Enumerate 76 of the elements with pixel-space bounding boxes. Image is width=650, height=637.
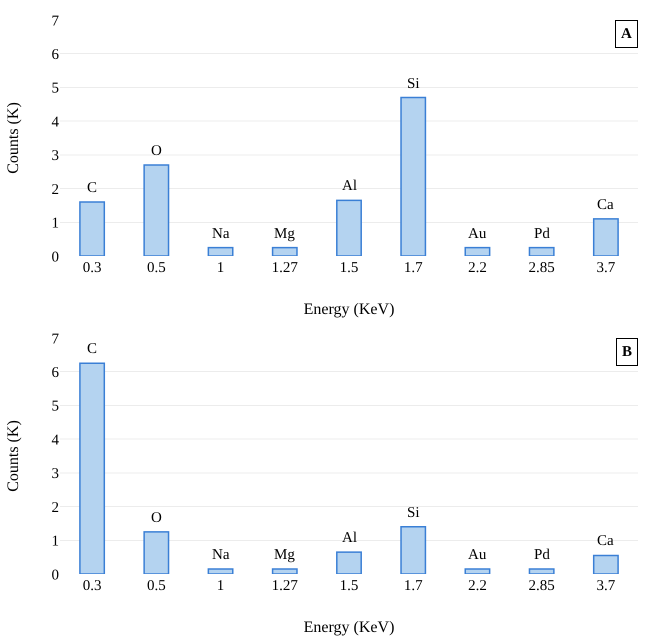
annotation: Al bbox=[342, 530, 357, 546]
x-tick-label: 1.5 bbox=[340, 578, 358, 594]
bar bbox=[464, 246, 490, 256]
bar bbox=[400, 96, 426, 256]
y-axis-title: Counts (K) bbox=[5, 420, 22, 492]
y-tick-label: 2 bbox=[52, 500, 59, 516]
annotation: Na bbox=[212, 226, 230, 242]
bar bbox=[336, 200, 362, 256]
y-tick-label: 3 bbox=[52, 148, 59, 164]
x-tick-label: 2.85 bbox=[528, 260, 555, 276]
bar bbox=[143, 164, 170, 256]
y-tick-label: 0 bbox=[52, 567, 59, 584]
x-tick-label: 0.5 bbox=[146, 578, 166, 594]
x-tick-label: 1.7 bbox=[404, 578, 424, 594]
annotation: Mg bbox=[274, 226, 296, 242]
annotation: C bbox=[87, 341, 98, 357]
x-tick-label: 1.27 bbox=[272, 260, 298, 276]
x-tick-label: 1 bbox=[216, 260, 224, 276]
y-tick-label: 0 bbox=[52, 249, 59, 266]
y-tick-label: 7 bbox=[52, 13, 60, 30]
bar bbox=[528, 568, 555, 574]
x-tick-label: 1 bbox=[216, 578, 224, 594]
bar bbox=[208, 246, 234, 256]
annotation: Pd bbox=[534, 547, 550, 563]
annotation: O bbox=[151, 143, 162, 159]
x-tick-label: 0.3 bbox=[82, 260, 102, 276]
bar bbox=[400, 526, 426, 574]
y-tick-label: 4 bbox=[52, 114, 60, 130]
x-tick-label: 2.2 bbox=[468, 578, 487, 594]
bar bbox=[272, 246, 298, 256]
annotation: Si bbox=[407, 76, 420, 92]
y-tick-label: 6 bbox=[52, 364, 60, 381]
y-tick-label: 4 bbox=[52, 432, 60, 448]
chart-title: B bbox=[622, 344, 632, 360]
bar bbox=[592, 554, 619, 574]
y-tick-label: 2 bbox=[52, 182, 59, 198]
x-tick-label: 1.27 bbox=[272, 578, 298, 594]
bar bbox=[143, 531, 170, 574]
y-tick-label: 7 bbox=[52, 331, 60, 348]
annotation: Ca bbox=[597, 197, 614, 213]
annotation: C bbox=[87, 180, 98, 196]
y-tick-label: 5 bbox=[52, 398, 59, 415]
x-axis-title: Energy (KeV) bbox=[304, 301, 394, 318]
bar bbox=[79, 362, 106, 574]
bar bbox=[336, 551, 362, 574]
bar bbox=[464, 568, 490, 574]
bar bbox=[592, 218, 619, 256]
y-tick-label: 6 bbox=[52, 46, 60, 63]
x-tick-label: 3.7 bbox=[596, 260, 616, 276]
bar bbox=[272, 568, 298, 574]
y-tick-label: 1 bbox=[52, 534, 59, 550]
annotation: Ca bbox=[597, 533, 614, 549]
x-tick-label: 2.2 bbox=[468, 260, 487, 276]
y-tick-label: 3 bbox=[52, 466, 59, 482]
y-tick-label: 5 bbox=[52, 80, 59, 97]
y-tick-label: 1 bbox=[52, 216, 59, 232]
bar bbox=[79, 201, 106, 256]
x-axis-title: Energy (KeV) bbox=[304, 619, 394, 636]
x-tick-label: 2.85 bbox=[528, 578, 555, 594]
x-tick-label: 3.7 bbox=[596, 578, 616, 594]
chart-title: A bbox=[621, 26, 632, 42]
x-tick-label: 1.7 bbox=[404, 260, 424, 276]
annotation: Si bbox=[407, 505, 420, 521]
annotation: Na bbox=[212, 547, 230, 563]
annotation: Au bbox=[468, 547, 487, 563]
bar bbox=[208, 568, 234, 574]
annotation: O bbox=[151, 510, 162, 526]
x-tick-label: 1.5 bbox=[340, 260, 358, 276]
annotation: Al bbox=[342, 178, 357, 194]
annotation: Mg bbox=[274, 547, 296, 563]
x-tick-label: 0.3 bbox=[82, 578, 102, 594]
bar bbox=[528, 246, 555, 256]
annotation: Au bbox=[468, 226, 487, 242]
y-axis-title: Counts (K) bbox=[5, 102, 22, 174]
x-tick-label: 0.5 bbox=[146, 260, 166, 276]
annotation: Pd bbox=[534, 226, 550, 242]
